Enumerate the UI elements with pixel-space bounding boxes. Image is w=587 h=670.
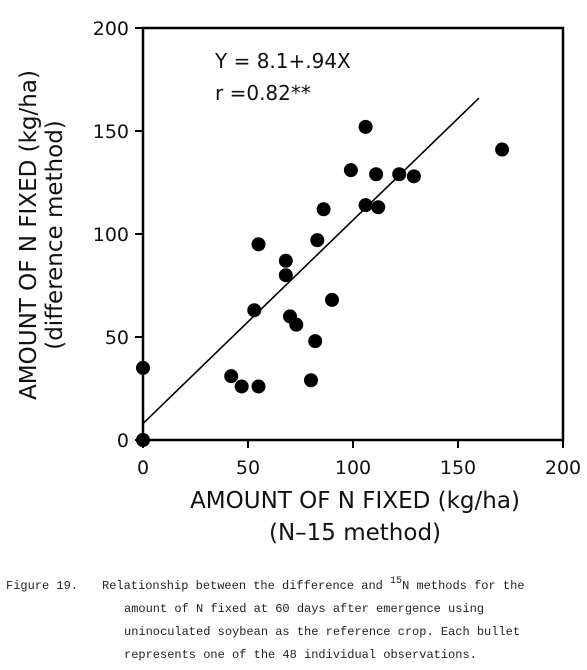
point (251, 379, 266, 394)
point (251, 237, 266, 252)
x-axis-label: AMOUNT OF N FIXED (kg/ha) (190, 488, 520, 514)
y-tick-label: 200 (93, 18, 129, 40)
y-tick-label: 50 (105, 327, 129, 349)
point (304, 373, 318, 388)
x-tick-label: 100 (335, 457, 371, 479)
caption: Figure 19. Relationship between the diffe… (6, 576, 524, 593)
point (234, 379, 249, 394)
point (224, 369, 239, 384)
point (316, 202, 331, 217)
y-axis-label: (difference method) (42, 120, 68, 350)
point (278, 268, 293, 283)
x-axis-label: (N–15 method) (269, 520, 441, 546)
point (371, 200, 386, 215)
x-tick-label: 0 (137, 457, 149, 479)
caption: represents one of the 48 individual obse… (124, 648, 477, 662)
caption-text: Relationship between the difference and (102, 579, 390, 593)
caption-text: N methods for the (402, 579, 524, 593)
point (310, 233, 325, 248)
point (343, 163, 358, 178)
point (136, 433, 150, 447)
annotation: r =0.82** (215, 81, 311, 105)
point (406, 169, 421, 184)
point (392, 167, 407, 182)
caption-superscript: 15 (390, 576, 402, 587)
caption-label: Figure 19. (6, 579, 78, 593)
point (369, 167, 384, 182)
plot-frame (141, 26, 565, 442)
fit-line (142, 97, 480, 425)
point (308, 334, 323, 349)
x-tick-label: 200 (545, 457, 581, 479)
point (358, 119, 373, 134)
point (289, 317, 304, 332)
x-tick-label: 50 (236, 457, 260, 479)
point (358, 198, 373, 213)
point (278, 253, 293, 268)
annotation: Y = 8.1+.94X (214, 49, 351, 73)
caption: uninoculated soybean as the reference cr… (124, 625, 520, 639)
point (247, 303, 262, 318)
point (136, 360, 150, 375)
caption: amount of N fixed at 60 days after emerg… (124, 602, 484, 616)
x-tick-label: 150 (440, 457, 476, 479)
y-axis-label: AMOUNT OF N FIXED (kg/ha) (16, 70, 42, 400)
y-tick-label: 0 (117, 430, 129, 452)
y-tick-label: 150 (93, 121, 129, 143)
y-tick-label: 100 (93, 224, 129, 246)
point (325, 292, 339, 307)
point (495, 142, 510, 157)
